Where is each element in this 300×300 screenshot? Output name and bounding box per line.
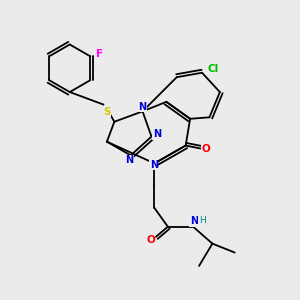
Text: N: N (150, 160, 158, 170)
Text: H: H (199, 216, 206, 225)
Text: N: N (190, 216, 198, 226)
Text: N: N (139, 102, 147, 112)
Text: F: F (96, 49, 103, 59)
Text: O: O (146, 235, 155, 245)
Text: N: N (153, 129, 161, 139)
Text: Cl: Cl (208, 64, 219, 74)
Text: S: S (103, 107, 111, 117)
Text: N: N (125, 155, 133, 165)
Text: O: O (202, 143, 211, 154)
